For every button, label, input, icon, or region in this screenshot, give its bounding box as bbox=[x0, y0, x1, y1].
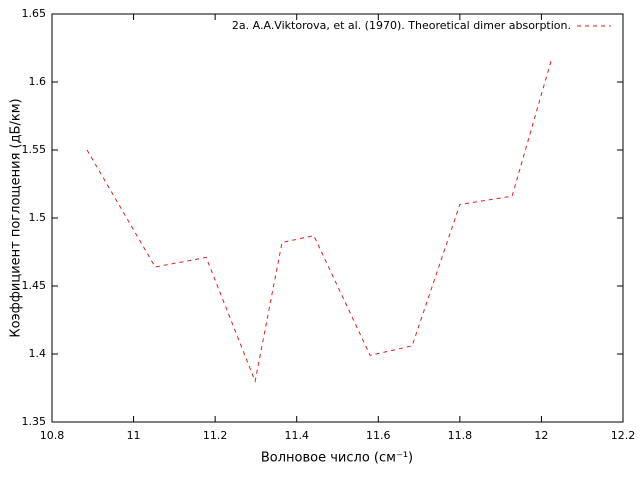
legend-label: 2a. A.A.Viktorova, et al. (1970). Theore… bbox=[232, 19, 571, 32]
x-tick-label: 12.2 bbox=[611, 429, 636, 442]
x-tick-label: 11 bbox=[127, 429, 141, 442]
x-tick-label: 11.2 bbox=[203, 429, 228, 442]
y-axis-label: Коэффициент поглощения (дБ/км) bbox=[9, 98, 24, 337]
x-tick-label: 11.8 bbox=[448, 429, 473, 442]
y-tick-label: 1.45 bbox=[22, 279, 47, 292]
y-tick-label: 1.5 bbox=[29, 211, 47, 224]
y-tick-label: 1.4 bbox=[29, 347, 47, 360]
y-tick-label: 1.55 bbox=[22, 143, 47, 156]
x-tick-label: 11.6 bbox=[366, 429, 391, 442]
x-tick-label: 11.4 bbox=[284, 429, 309, 442]
y-tick-label: 1.35 bbox=[22, 415, 47, 428]
x-tick-label: 12 bbox=[534, 429, 548, 442]
x-axis-label: Волновое число (см⁻¹) bbox=[261, 451, 413, 466]
y-tick-label: 1.65 bbox=[22, 7, 47, 20]
x-tick-label: 10.8 bbox=[40, 429, 65, 442]
data-line bbox=[86, 57, 553, 383]
y-tick-label: 1.6 bbox=[29, 75, 47, 88]
plot-border bbox=[51, 13, 624, 423]
